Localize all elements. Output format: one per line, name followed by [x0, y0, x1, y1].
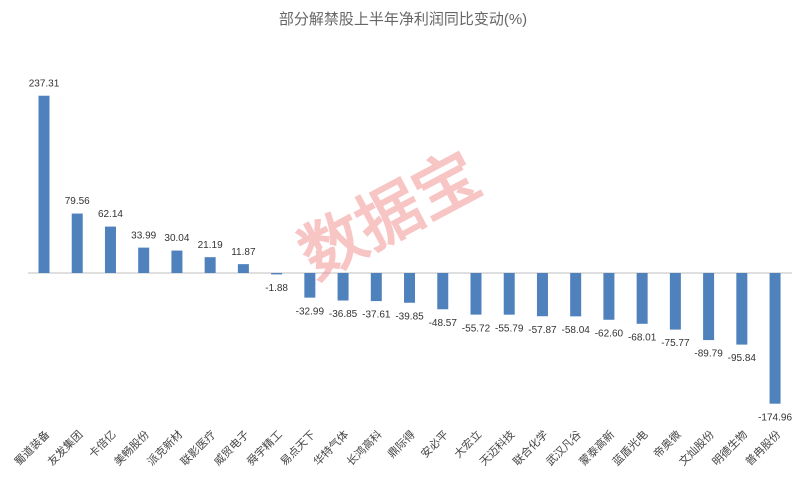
x-tick-label: 美畅股份 [111, 427, 152, 468]
bar [736, 273, 748, 345]
value-label: -68.01 [628, 332, 657, 343]
bar [703, 273, 715, 341]
bar [138, 247, 150, 273]
x-tick-label: 华特气体 [310, 427, 351, 468]
bar [503, 273, 515, 315]
value-label: -37.61 [362, 310, 391, 321]
x-tick-label: 威贸电子 [211, 428, 251, 468]
bar [171, 250, 183, 273]
bar [570, 273, 582, 317]
bar [437, 273, 449, 310]
bar [337, 273, 349, 301]
x-tick-label: 安必平 [418, 427, 451, 460]
bar [237, 264, 249, 273]
x-tick-label: 联合化学 [510, 427, 551, 468]
value-label: -58.04 [562, 325, 591, 336]
value-label: 237.31 [29, 78, 60, 89]
value-label: -75.77 [661, 338, 690, 349]
x-tick-label: 明德生物 [709, 427, 750, 468]
x-tick-label: 鼎际得 [385, 428, 418, 461]
bar [769, 273, 781, 404]
x-tick-label: 大宏立 [451, 427, 484, 460]
value-label: 79.56 [65, 196, 90, 207]
value-label: -174.96 [758, 412, 792, 423]
bar [104, 226, 116, 273]
x-tick-label: 普冉股份 [742, 427, 783, 468]
value-label: -48.57 [429, 318, 458, 329]
bar [204, 257, 216, 273]
value-label: 30.04 [164, 233, 189, 244]
watermark: 数据宝 [288, 139, 491, 293]
x-tick-label: 易点天下 [278, 428, 318, 468]
bar [304, 273, 316, 298]
value-label: -32.99 [296, 306, 325, 317]
x-tick-label: 武汉凡谷 [544, 428, 584, 468]
x-tick-label: 蒙泰高新 [576, 427, 617, 468]
x-tick-label: 帝奥微 [650, 427, 683, 460]
value-label: -39.85 [395, 311, 424, 322]
value-label: 33.99 [131, 230, 156, 241]
x-tick-label: 蜀道装备 [11, 427, 52, 468]
x-tick-label: 卡倍亿 [85, 427, 118, 460]
value-label: 21.19 [198, 240, 223, 251]
chart-title: 部分解禁股上半年净利润同比变动(%) [279, 11, 527, 28]
bar [38, 95, 50, 273]
bar [536, 273, 548, 317]
value-label: -55.79 [495, 323, 524, 334]
x-tick-label: 蓝盾光电 [609, 427, 650, 468]
value-label: 11.87 [231, 247, 256, 258]
value-label: 62.14 [98, 209, 123, 220]
value-label: -1.88 [265, 283, 288, 294]
bar [404, 273, 416, 303]
bar [271, 273, 283, 275]
value-label: -57.87 [528, 325, 557, 336]
bar [603, 273, 615, 320]
x-tick-label: 天迈科技 [476, 427, 517, 468]
bar [636, 273, 648, 324]
x-tick-label: 文灿股份 [676, 427, 717, 468]
x-tick-label: 派克新材 [144, 427, 185, 468]
value-label: -36.85 [329, 309, 358, 320]
x-tick-label: 长鸿高科 [344, 427, 385, 468]
value-label: -55.72 [462, 323, 491, 334]
value-label: -95.84 [728, 353, 757, 364]
value-label: -89.79 [694, 349, 723, 360]
x-tick-label: 友发集团 [44, 427, 85, 468]
bar [71, 213, 83, 273]
value-label: -62.60 [595, 328, 624, 339]
bar [669, 273, 681, 330]
x-tick-label: 舜宇精工 [244, 427, 285, 468]
bar [370, 273, 382, 302]
x-tick-label: 联影医疗 [177, 427, 218, 468]
bar [470, 273, 482, 315]
